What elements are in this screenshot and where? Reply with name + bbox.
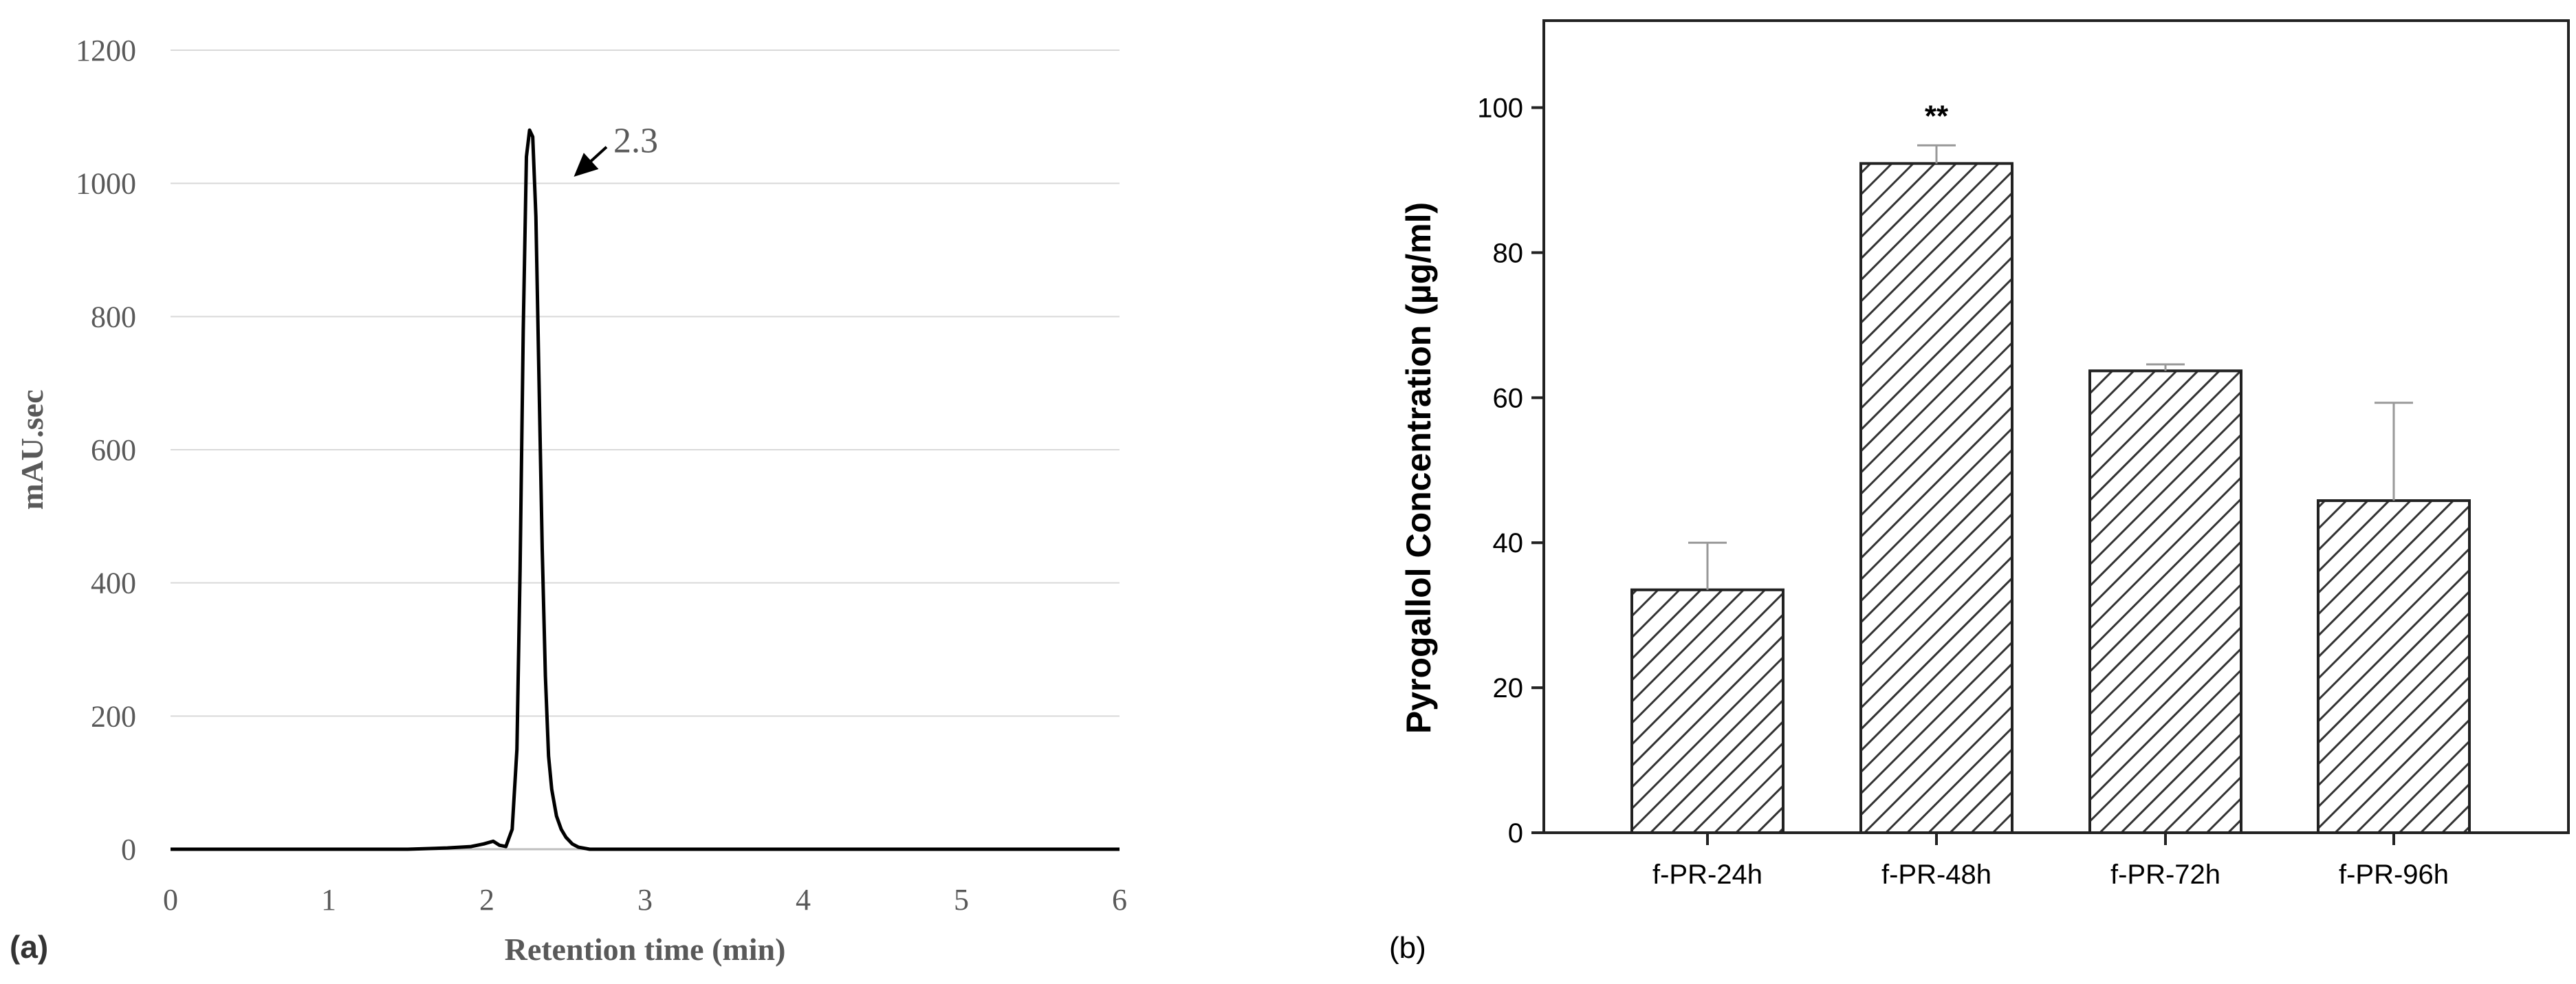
bar-chart-frame <box>1542 19 2570 834</box>
bar-f-PR-48h <box>1859 162 2013 834</box>
x-tick-label-4: 4 <box>796 883 811 917</box>
y-tick-label-20: 20 <box>1493 673 1524 703</box>
chromatogram-gridlines <box>171 50 1120 717</box>
x-tick-label-f-PR-96h: f-PR-96h <box>2339 860 2449 890</box>
y-tick-label-400: 400 <box>91 567 136 600</box>
bar-f-PR-72h <box>2088 369 2242 834</box>
bar-chart-error-bars <box>1688 144 2413 590</box>
bar-chart-y-axis-label: Pyrogallol Concentration (µg/ml) <box>1399 202 1438 734</box>
y-tick-label-200: 200 <box>91 699 136 733</box>
x-tick-label-6: 6 <box>1112 883 1127 917</box>
x-tick-label-3: 3 <box>637 883 653 917</box>
chromatogram-panel: 0 200 400 600 800 1000 1200 0 1 2 3 4 5 6 2.3 mAU.se… <box>10 34 1127 967</box>
bar-chart-significance-marks: ** <box>1925 99 1949 133</box>
y-tick-label-1000: 1000 <box>76 167 136 201</box>
x-tick-label-5: 5 <box>954 883 969 917</box>
x-tick-label-f-PR-24h: f-PR-24h <box>1652 860 1762 890</box>
x-tick-label-2: 2 <box>479 883 494 917</box>
bar-f-PR-24h <box>1630 588 1784 834</box>
x-tick-label-1: 1 <box>321 883 336 917</box>
x-tick-label-f-PR-72h: f-PR-72h <box>2110 860 2220 890</box>
y-tick-label-0: 0 <box>1508 818 1523 849</box>
chromatogram-x-axis-label: Retention time (min) <box>505 932 786 967</box>
panel-b-label: (b) <box>1389 931 1426 965</box>
y-tick-label-600: 600 <box>91 433 136 467</box>
x-tick-label-f-PR-48h: f-PR-48h <box>1881 860 1991 890</box>
bar-f-PR-96h <box>2317 499 2471 834</box>
y-tick-label-80: 80 <box>1493 238 1524 268</box>
y-tick-label-0: 0 <box>121 833 136 866</box>
peak-annotation-label: 2.3 <box>613 122 658 161</box>
y-tick-label-100: 100 <box>1477 94 1523 124</box>
chromatogram-trace <box>171 128 1120 851</box>
bar-chart-x-tick-labels: f-PR-24h f-PR-48h f-PR-72h f-PR-96h <box>1652 833 2449 890</box>
bar-chart-y-ticks: 0 20 40 60 80 100 <box>1477 94 1544 849</box>
y-tick-label-40: 40 <box>1493 528 1524 558</box>
peak-annotation-arrowhead <box>574 153 599 177</box>
y-tick-label-60: 60 <box>1493 383 1524 413</box>
chromatogram-y-tick-labels: 0 200 400 600 800 1000 1200 <box>76 34 136 866</box>
y-tick-label-800: 800 <box>91 300 136 334</box>
chromatogram-x-tick-labels: 0 1 2 3 4 5 6 <box>163 883 1127 917</box>
chromatogram-y-axis-label: mAU.sec <box>14 390 50 510</box>
y-tick-label-1200: 1200 <box>76 34 136 67</box>
x-tick-label-0: 0 <box>163 883 178 917</box>
panel-a-label: (a) <box>10 929 48 965</box>
significance-mark-f-PR-48h: ** <box>1925 99 1949 133</box>
bar-chart-panel: 0 20 40 60 80 100 ** f-PR-24h f-PR-48h f-PR-72h… <box>1389 19 2570 965</box>
bar-chart-bars <box>1630 162 2471 834</box>
